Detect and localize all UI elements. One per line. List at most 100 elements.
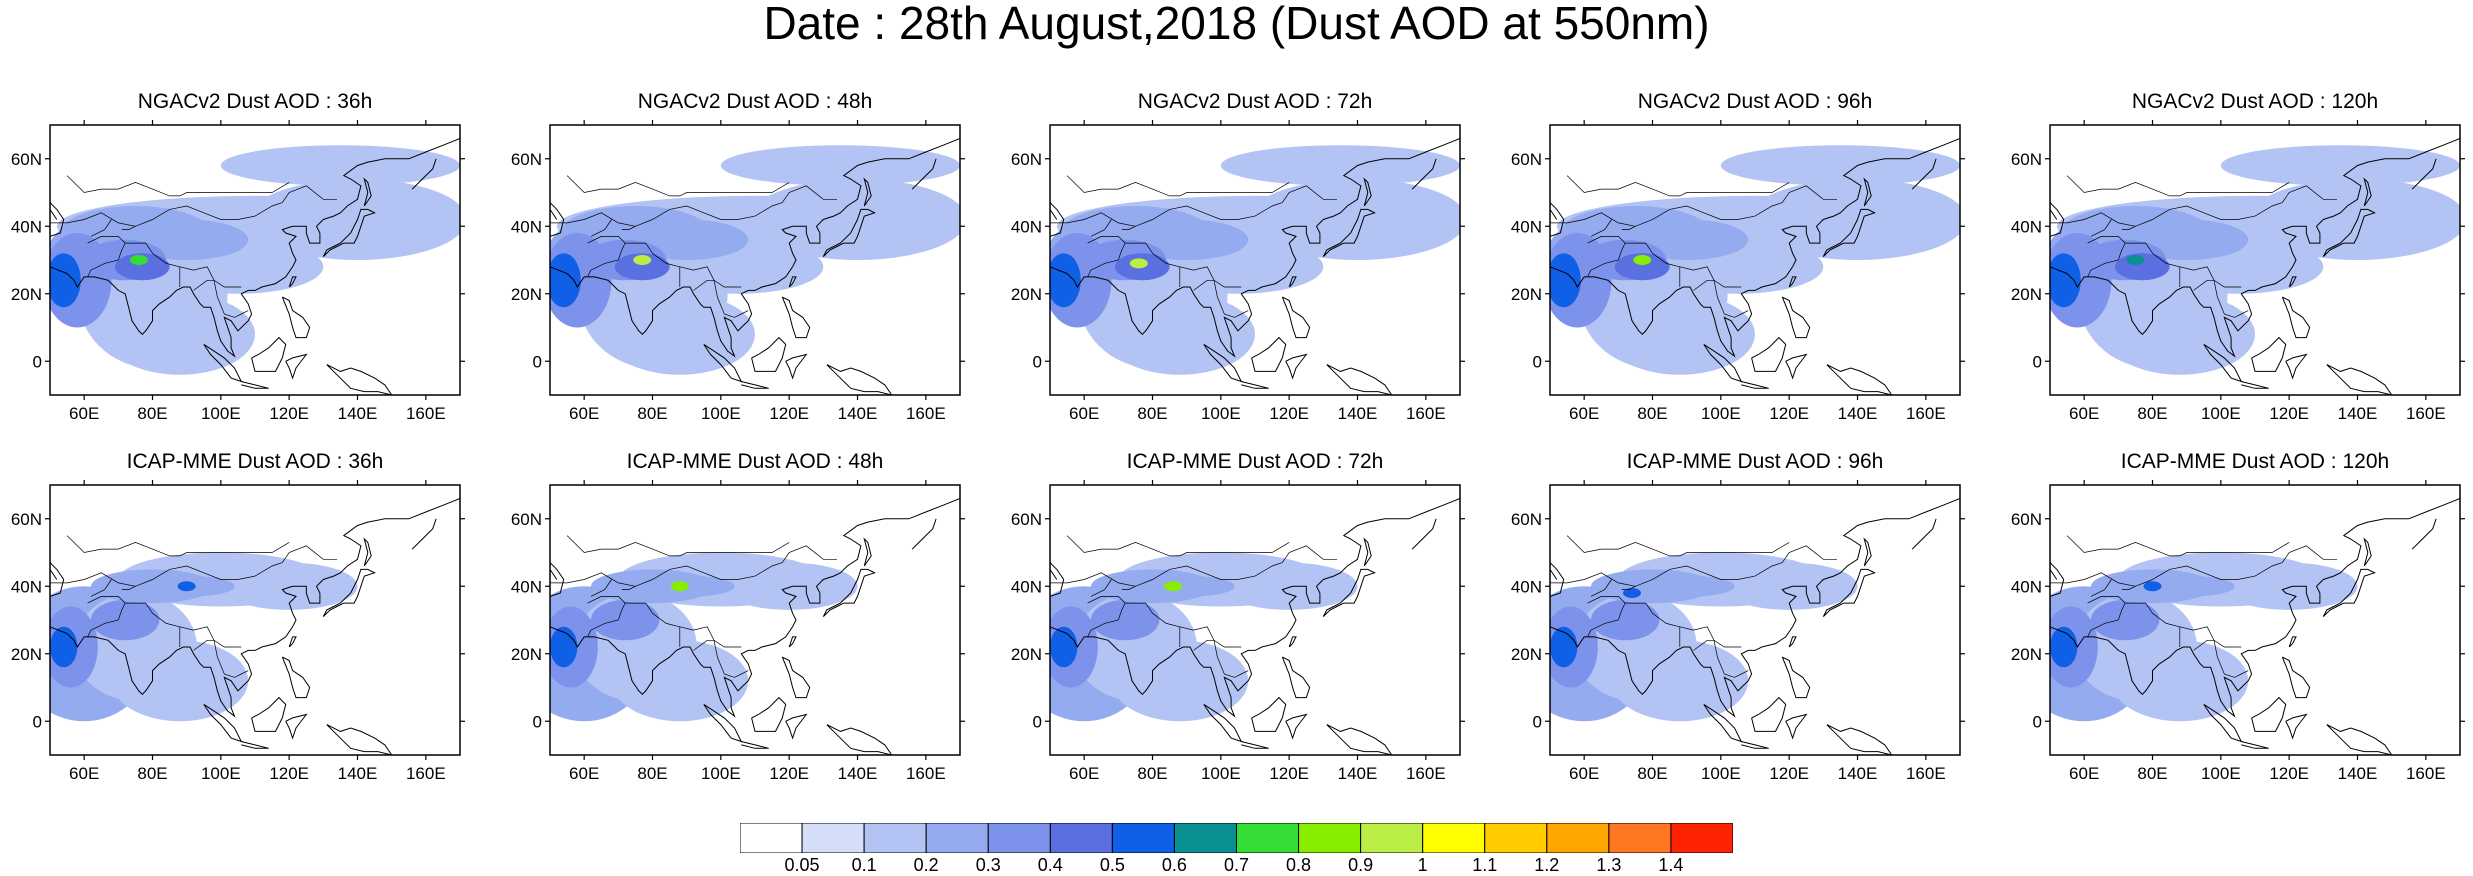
panel-title: ICAP-MME Dust AOD : 36h xyxy=(126,450,384,473)
country-border xyxy=(1087,242,1126,278)
dust-aod-region xyxy=(50,253,81,308)
dust-aod-region xyxy=(1248,179,1460,260)
lon-tick-label: 160E xyxy=(1906,764,1946,783)
lat-tick-label: 60N xyxy=(511,150,542,169)
country-border xyxy=(2066,535,2290,557)
coastline xyxy=(1550,138,1960,358)
colorbar-swatch xyxy=(740,823,803,853)
lon-tick-label: 120E xyxy=(769,404,809,423)
country-border xyxy=(1087,602,1126,638)
coastline xyxy=(2241,381,2269,389)
country-border xyxy=(550,572,619,584)
country-border xyxy=(550,212,619,224)
coastline xyxy=(1241,741,1269,749)
coastline xyxy=(50,209,58,220)
country-border xyxy=(1066,175,1290,197)
map-svg: 60N 40N 20N 0 60E 80E 100E 120E 140E 160E xyxy=(1011,120,1465,423)
plot-border xyxy=(1049,484,1461,756)
lon-tick-label: 100E xyxy=(201,404,241,423)
map-frame: 60N 40N 20N 0 60E 80E 100E 120E 140E 160E xyxy=(511,90,1020,423)
coastline xyxy=(241,381,269,389)
lat-tick-label: 20N xyxy=(1011,645,1042,664)
plot-border xyxy=(1049,124,1461,396)
lat-tick-label: 40N xyxy=(2011,217,2042,236)
lon-tick-label: 120E xyxy=(1769,764,1809,783)
country-border xyxy=(2118,185,2337,227)
country-border xyxy=(587,596,742,648)
dust-aod-region xyxy=(2104,293,2255,375)
lat-tick-label: 20N xyxy=(11,285,42,304)
panel-title: ICAP-MME Dust AOD : 72h xyxy=(1126,450,1384,473)
coastline xyxy=(1285,713,1308,740)
coastline xyxy=(2050,562,2065,597)
dust-aod-region xyxy=(591,599,660,641)
dust-hotspot xyxy=(670,581,689,592)
lat-tick-label: 20N xyxy=(2011,285,2042,304)
lon-tick-label: 140E xyxy=(2338,764,2378,783)
coastline xyxy=(2288,636,2297,648)
dust-hotspot xyxy=(1633,255,1652,265)
dust-aod-region xyxy=(550,253,581,308)
country-border xyxy=(2090,579,2112,597)
lat-tick-label: 60N xyxy=(511,510,542,529)
coastline xyxy=(1411,158,1437,190)
lon-tick-label: 140E xyxy=(338,404,378,423)
dust-aod-region xyxy=(1652,576,1735,597)
lon-tick-label: 80E xyxy=(1637,404,1667,423)
panel-title: NGACv2 Dust AOD : 48h xyxy=(637,90,873,113)
country-border xyxy=(1566,535,1790,557)
colorbar-label: 0.4 xyxy=(1037,855,1063,875)
lat-tick-label: 60N xyxy=(1011,150,1042,169)
country-border xyxy=(587,602,626,638)
coastline xyxy=(1785,713,1808,740)
country-border xyxy=(1118,185,1337,227)
coastline xyxy=(1326,724,1393,755)
coastline xyxy=(703,343,743,383)
coastline xyxy=(781,296,811,339)
dust-aod-region xyxy=(720,145,960,186)
lat-tick-label: 20N xyxy=(511,285,542,304)
coastline xyxy=(826,364,893,395)
lat-tick-label: 0 xyxy=(2033,712,2042,731)
lon-tick-label: 140E xyxy=(2338,404,2378,423)
lat-tick-label: 60N xyxy=(2011,150,2042,169)
dust-aod-region xyxy=(2091,599,2160,641)
country-border xyxy=(1550,572,1619,584)
lat-tick-label: 60N xyxy=(11,150,42,169)
lat-tick-label: 0 xyxy=(33,352,42,371)
country-border xyxy=(1618,545,1837,587)
dust-aod-region xyxy=(2248,179,2460,260)
coastline xyxy=(1822,568,1876,617)
coastline xyxy=(550,498,960,718)
country-border xyxy=(2087,236,2242,288)
lon-tick-label: 140E xyxy=(338,764,378,783)
country-border xyxy=(50,572,119,584)
country-border xyxy=(693,639,749,678)
dust-aod-region xyxy=(104,293,256,375)
lat-tick-label: 40N xyxy=(11,217,42,236)
coastline xyxy=(1288,636,1297,648)
country-border xyxy=(118,545,337,587)
lon-tick-label: 160E xyxy=(2406,764,2446,783)
coastline xyxy=(1822,208,1876,257)
coastline xyxy=(1788,276,1797,288)
coastline xyxy=(1911,518,1937,550)
coastline xyxy=(50,562,65,597)
coastline xyxy=(2411,158,2437,190)
colorbar-swatch xyxy=(1049,823,1113,853)
colorbar-swatch xyxy=(1484,823,1548,853)
coastline xyxy=(2285,713,2308,740)
coastline xyxy=(1550,569,1558,580)
plot-border xyxy=(1549,124,1961,396)
map-svg: 60N 40N 20N 0 60E 80E 100E 120E 140E 160E xyxy=(1511,480,1965,783)
dust-aod-region xyxy=(2152,576,2235,597)
country-border xyxy=(118,185,337,227)
dust-aod-region xyxy=(114,253,170,281)
country-border xyxy=(1566,175,1790,197)
coastline xyxy=(1050,498,1460,718)
dust-aod-region xyxy=(220,145,460,186)
lat-tick-label: 20N xyxy=(1511,645,1542,664)
colorbar-label: 0.5 xyxy=(1099,855,1125,875)
lon-tick-label: 60E xyxy=(569,404,599,423)
colorbar-label: 0.05 xyxy=(784,855,820,875)
